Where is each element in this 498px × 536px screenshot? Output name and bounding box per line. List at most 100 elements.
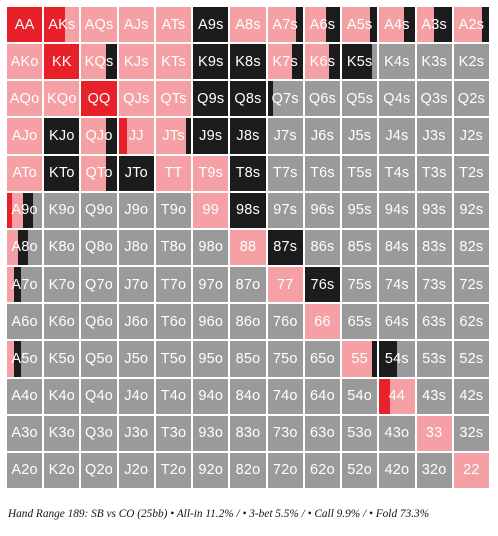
frequency-bar-fold	[118, 192, 154, 228]
frequency-bar-fold	[193, 415, 229, 451]
hand-cell: J3o	[118, 415, 154, 451]
hand-cell: Q2s	[453, 81, 489, 117]
frequency-bar-call	[342, 44, 372, 80]
hand-cell: J3s	[416, 118, 452, 154]
hand-label: 98s	[235, 202, 260, 219]
frequency-bar-call	[118, 155, 154, 191]
frequency-bar-call	[193, 81, 229, 117]
hand-label: JTo	[124, 165, 148, 182]
hand-label: Q3o	[85, 425, 114, 442]
frequency-bar-fold	[193, 304, 229, 340]
hand-cell: AQs	[81, 7, 117, 43]
hand-label: 54o	[347, 388, 373, 405]
frequency-bar-threebet	[304, 304, 341, 340]
frequency-bar-fold	[193, 341, 229, 377]
hand-label: 77	[276, 276, 294, 293]
frequency-bar-fold	[118, 341, 154, 377]
frequency-bar-threebet	[81, 118, 107, 154]
frequency-bar-threebet	[7, 44, 43, 80]
frequency-bar-fold	[267, 192, 303, 228]
hand-cell: 97o	[193, 267, 229, 303]
hand-label: J4s	[385, 128, 409, 145]
hand-cell: T8s	[230, 155, 266, 191]
hand-label: ATo	[12, 165, 37, 182]
hand-cell: 74o	[267, 378, 303, 414]
hand-cell: 42s	[453, 378, 489, 414]
hand-label: 84o	[235, 388, 261, 405]
hand-label: TT	[164, 165, 183, 182]
hand-label: K4s	[384, 53, 410, 70]
frequency-bar-fold	[155, 267, 192, 303]
hand-cell: 97s	[267, 192, 303, 228]
hand-label: T4s	[384, 165, 410, 182]
frequency-bar-fold	[453, 415, 489, 451]
hand-cell: J2s	[453, 118, 489, 154]
hand-label: 93s	[422, 202, 447, 219]
frequency-bar-threebet	[193, 192, 229, 228]
hand-cell: J5s	[342, 118, 378, 154]
hand-cell: 66	[304, 304, 341, 340]
frequency-bar-fold	[267, 304, 303, 340]
frequency-bar-fold	[230, 341, 266, 377]
hand-cell: A5s	[342, 7, 378, 43]
frequency-bar-call	[185, 118, 192, 154]
frequency-bar-threebet	[155, 7, 192, 43]
hand-cell: Q6o	[81, 304, 117, 340]
hand-cell: J8s	[230, 118, 266, 154]
hand-cell: 64o	[304, 378, 341, 414]
frequency-bar-fold	[342, 304, 378, 340]
hand-cell: KQs	[81, 44, 117, 80]
frequency-bar-call	[379, 341, 397, 377]
hand-label: 75o	[272, 350, 298, 367]
frequency-bar-threebet	[155, 81, 192, 117]
hand-cell: 52o	[342, 452, 378, 488]
hand-cell: T5s	[342, 155, 378, 191]
frequency-bar-allin	[118, 118, 128, 154]
hand-cell: 95s	[342, 192, 378, 228]
hand-cell: K9o	[44, 192, 80, 228]
hand-label: K6s	[309, 53, 336, 70]
hand-cell: Q5o	[81, 341, 117, 377]
hand-label: 92s	[459, 202, 484, 219]
hand-label: 66	[314, 313, 331, 330]
hand-label: 82s	[459, 239, 484, 256]
hand-label: Q9s	[197, 90, 225, 107]
hand-cell: 96s	[304, 192, 341, 228]
hand-label: K7o	[48, 276, 76, 293]
frequency-bar-fold	[44, 415, 80, 451]
frequency-bar-fold	[304, 415, 341, 451]
frequency-bar-fold	[342, 155, 378, 191]
hand-cell: 43s	[416, 378, 452, 414]
frequency-bar-allin	[81, 81, 117, 117]
frequency-bar-threebet	[7, 118, 43, 154]
frequency-bar-fold	[416, 341, 452, 377]
hand-label: 63o	[310, 425, 335, 442]
hand-cell: QJo	[81, 118, 117, 154]
hand-cell: T9s	[193, 155, 229, 191]
frequency-bar-fold	[230, 452, 266, 488]
hand-label: Q5o	[85, 350, 114, 367]
frequency-bar-threebet	[81, 155, 107, 191]
hand-cell: KJs	[118, 44, 154, 80]
hand-label: JTs	[162, 128, 185, 145]
hand-label: K2o	[48, 462, 76, 479]
hand-cell: Q9s	[193, 81, 229, 117]
hand-cell: K3o	[44, 415, 80, 451]
hand-label: 82o	[235, 462, 261, 479]
hand-label: J6o	[124, 313, 149, 330]
frequency-bar-fold	[267, 378, 303, 414]
frequency-bar-call	[267, 229, 303, 266]
frequency-bar-fold	[33, 192, 43, 228]
hand-cell: K8o	[44, 229, 80, 266]
hand-cell: 94s	[379, 192, 415, 228]
frequency-bar-allin	[44, 7, 66, 43]
hand-cell: 75s	[342, 267, 378, 303]
frequency-bar-fold	[342, 81, 378, 117]
hand-label: 95o	[198, 350, 224, 367]
hand-cell: J7o	[118, 267, 154, 303]
hand-label: A7s	[272, 16, 299, 33]
hand-label: 73s	[422, 276, 447, 293]
hand-label: K2s	[458, 53, 485, 70]
frequency-bar-threebet	[155, 44, 192, 80]
hand-cell: 98o	[193, 229, 229, 266]
